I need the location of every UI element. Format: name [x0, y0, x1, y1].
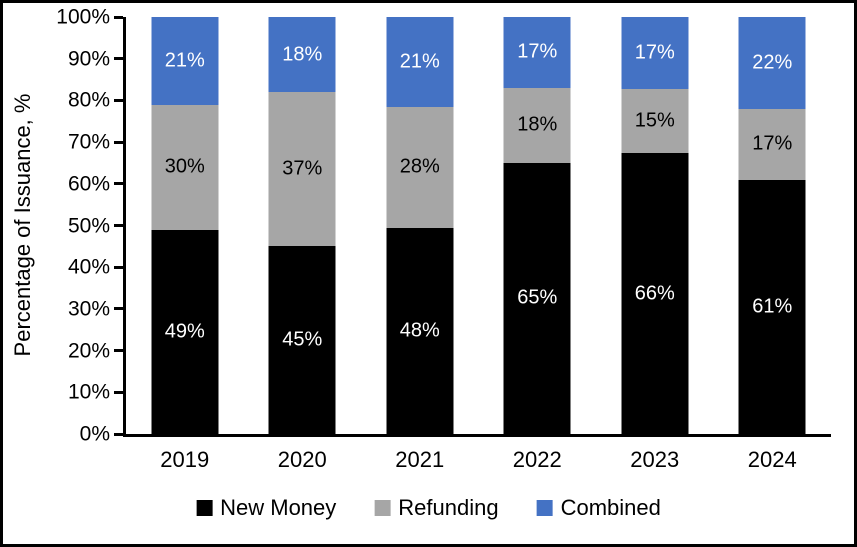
bar-segment-label: 18%: [517, 113, 558, 136]
y-tick: [114, 224, 123, 227]
legend-label: New Money: [220, 495, 337, 520]
bar-segment: 18%: [503, 87, 571, 163]
bar-segment: 21%: [386, 17, 454, 108]
bar-segment: 45%: [268, 246, 336, 434]
x-tick-label: 2021: [395, 447, 445, 472]
bar-column: 45% 37% 18%: [268, 17, 336, 434]
bar-segment-label: 15%: [634, 109, 675, 132]
legend-label: Refunding: [398, 495, 499, 520]
bar-column: 48% 28% 21%: [386, 17, 454, 434]
bar-segment-label: 49%: [164, 320, 205, 343]
bar-segment: 49%: [151, 229, 219, 434]
y-tick-label: 30%: [67, 297, 110, 321]
bar-segment-label: 37%: [282, 157, 323, 180]
bar-segment-label: 45%: [282, 328, 323, 351]
bar-segment: 17%: [738, 108, 806, 180]
y-tick: [114, 140, 123, 144]
legend: New Money Refunding Combined: [196, 495, 661, 521]
plot-area: 0% 10% 20% 30% 40% 50% 60% 70% 80% 90% 100% 49% 30% 2…: [56, 7, 831, 472]
legend-swatch: [374, 500, 391, 516]
y-tick: [114, 432, 123, 436]
bar-segment: 48%: [386, 227, 454, 434]
bar-segment: 22%: [738, 17, 806, 109]
bar-segment-label: 61%: [752, 295, 793, 318]
y-tick: [114, 182, 123, 186]
bar-segment-label: 30%: [164, 155, 205, 178]
bar-column: 61% 17% 22%: [738, 17, 806, 434]
legend-swatch: [196, 500, 213, 516]
x-tick-label: 2023: [630, 447, 680, 472]
legend-swatch: [536, 500, 553, 516]
bar-segment-label: 66%: [634, 282, 675, 305]
bar-column: 65% 18% 17%: [503, 17, 571, 434]
bar-segment-label: 21%: [164, 49, 205, 72]
y-tick-label: 100%: [56, 5, 110, 29]
bar-segment: 65%: [503, 162, 571, 434]
bar-segment-label: 22%: [752, 51, 793, 74]
bar-segment: 66%: [621, 153, 689, 434]
y-tick: [114, 349, 123, 353]
bar-segment: 15%: [621, 89, 689, 154]
y-tick-label: 70%: [67, 130, 110, 154]
y-tick: [114, 15, 123, 19]
bar-segment: 28%: [386, 107, 454, 228]
bar-segment: 21%: [151, 17, 219, 105]
bar-segment-label: 18%: [282, 43, 323, 66]
x-tick-label: 2020: [277, 447, 327, 472]
y-tick-label: 60%: [67, 172, 110, 196]
legend-item: Refunding: [374, 495, 499, 521]
bar-segment-label: 17%: [752, 132, 793, 155]
bar-column: 49% 30% 21%: [151, 17, 219, 434]
bar-segment-label: 48%: [399, 319, 440, 342]
y-tick: [114, 307, 123, 311]
y-tick-label: 80%: [67, 88, 110, 112]
bar-segment-label: 65%: [517, 286, 558, 309]
legend-item: New Money: [196, 495, 336, 521]
bar-segment-label: 28%: [399, 155, 440, 178]
y-tick-label: 40%: [67, 255, 110, 279]
y-tick-label: 50%: [67, 214, 110, 237]
x-tick-label: 2024: [747, 447, 797, 472]
bar-segment: 17%: [621, 17, 689, 90]
y-tick-label: 20%: [67, 339, 110, 363]
y-axis-title: Percentage of Issuance, %: [10, 93, 35, 357]
legend-label: Combined: [560, 495, 661, 520]
bar-segment-label: 17%: [634, 41, 675, 64]
bar-segment: 18%: [268, 17, 336, 93]
legend-item: Combined: [536, 495, 661, 521]
bar-column: 66% 15% 17%: [621, 17, 689, 434]
y-tick: [114, 390, 123, 394]
y-tick-label: 10%: [67, 380, 110, 404]
x-tick-label: 2022: [512, 447, 562, 472]
y-tick-label: 90%: [67, 47, 110, 71]
bar-segment: 61%: [738, 179, 806, 434]
x-tick-label: 2019: [160, 447, 210, 472]
bar-segment: 17%: [503, 17, 571, 88]
y-tick: [114, 57, 123, 61]
y-tick-label: 0%: [79, 422, 110, 446]
bar-segment-label: 21%: [399, 50, 440, 73]
y-tick: [114, 98, 123, 102]
bar-segment: 30%: [151, 104, 219, 230]
bar-segment: 37%: [268, 92, 336, 247]
y-tick: [114, 265, 123, 269]
bar-segment-label: 17%: [517, 40, 558, 63]
